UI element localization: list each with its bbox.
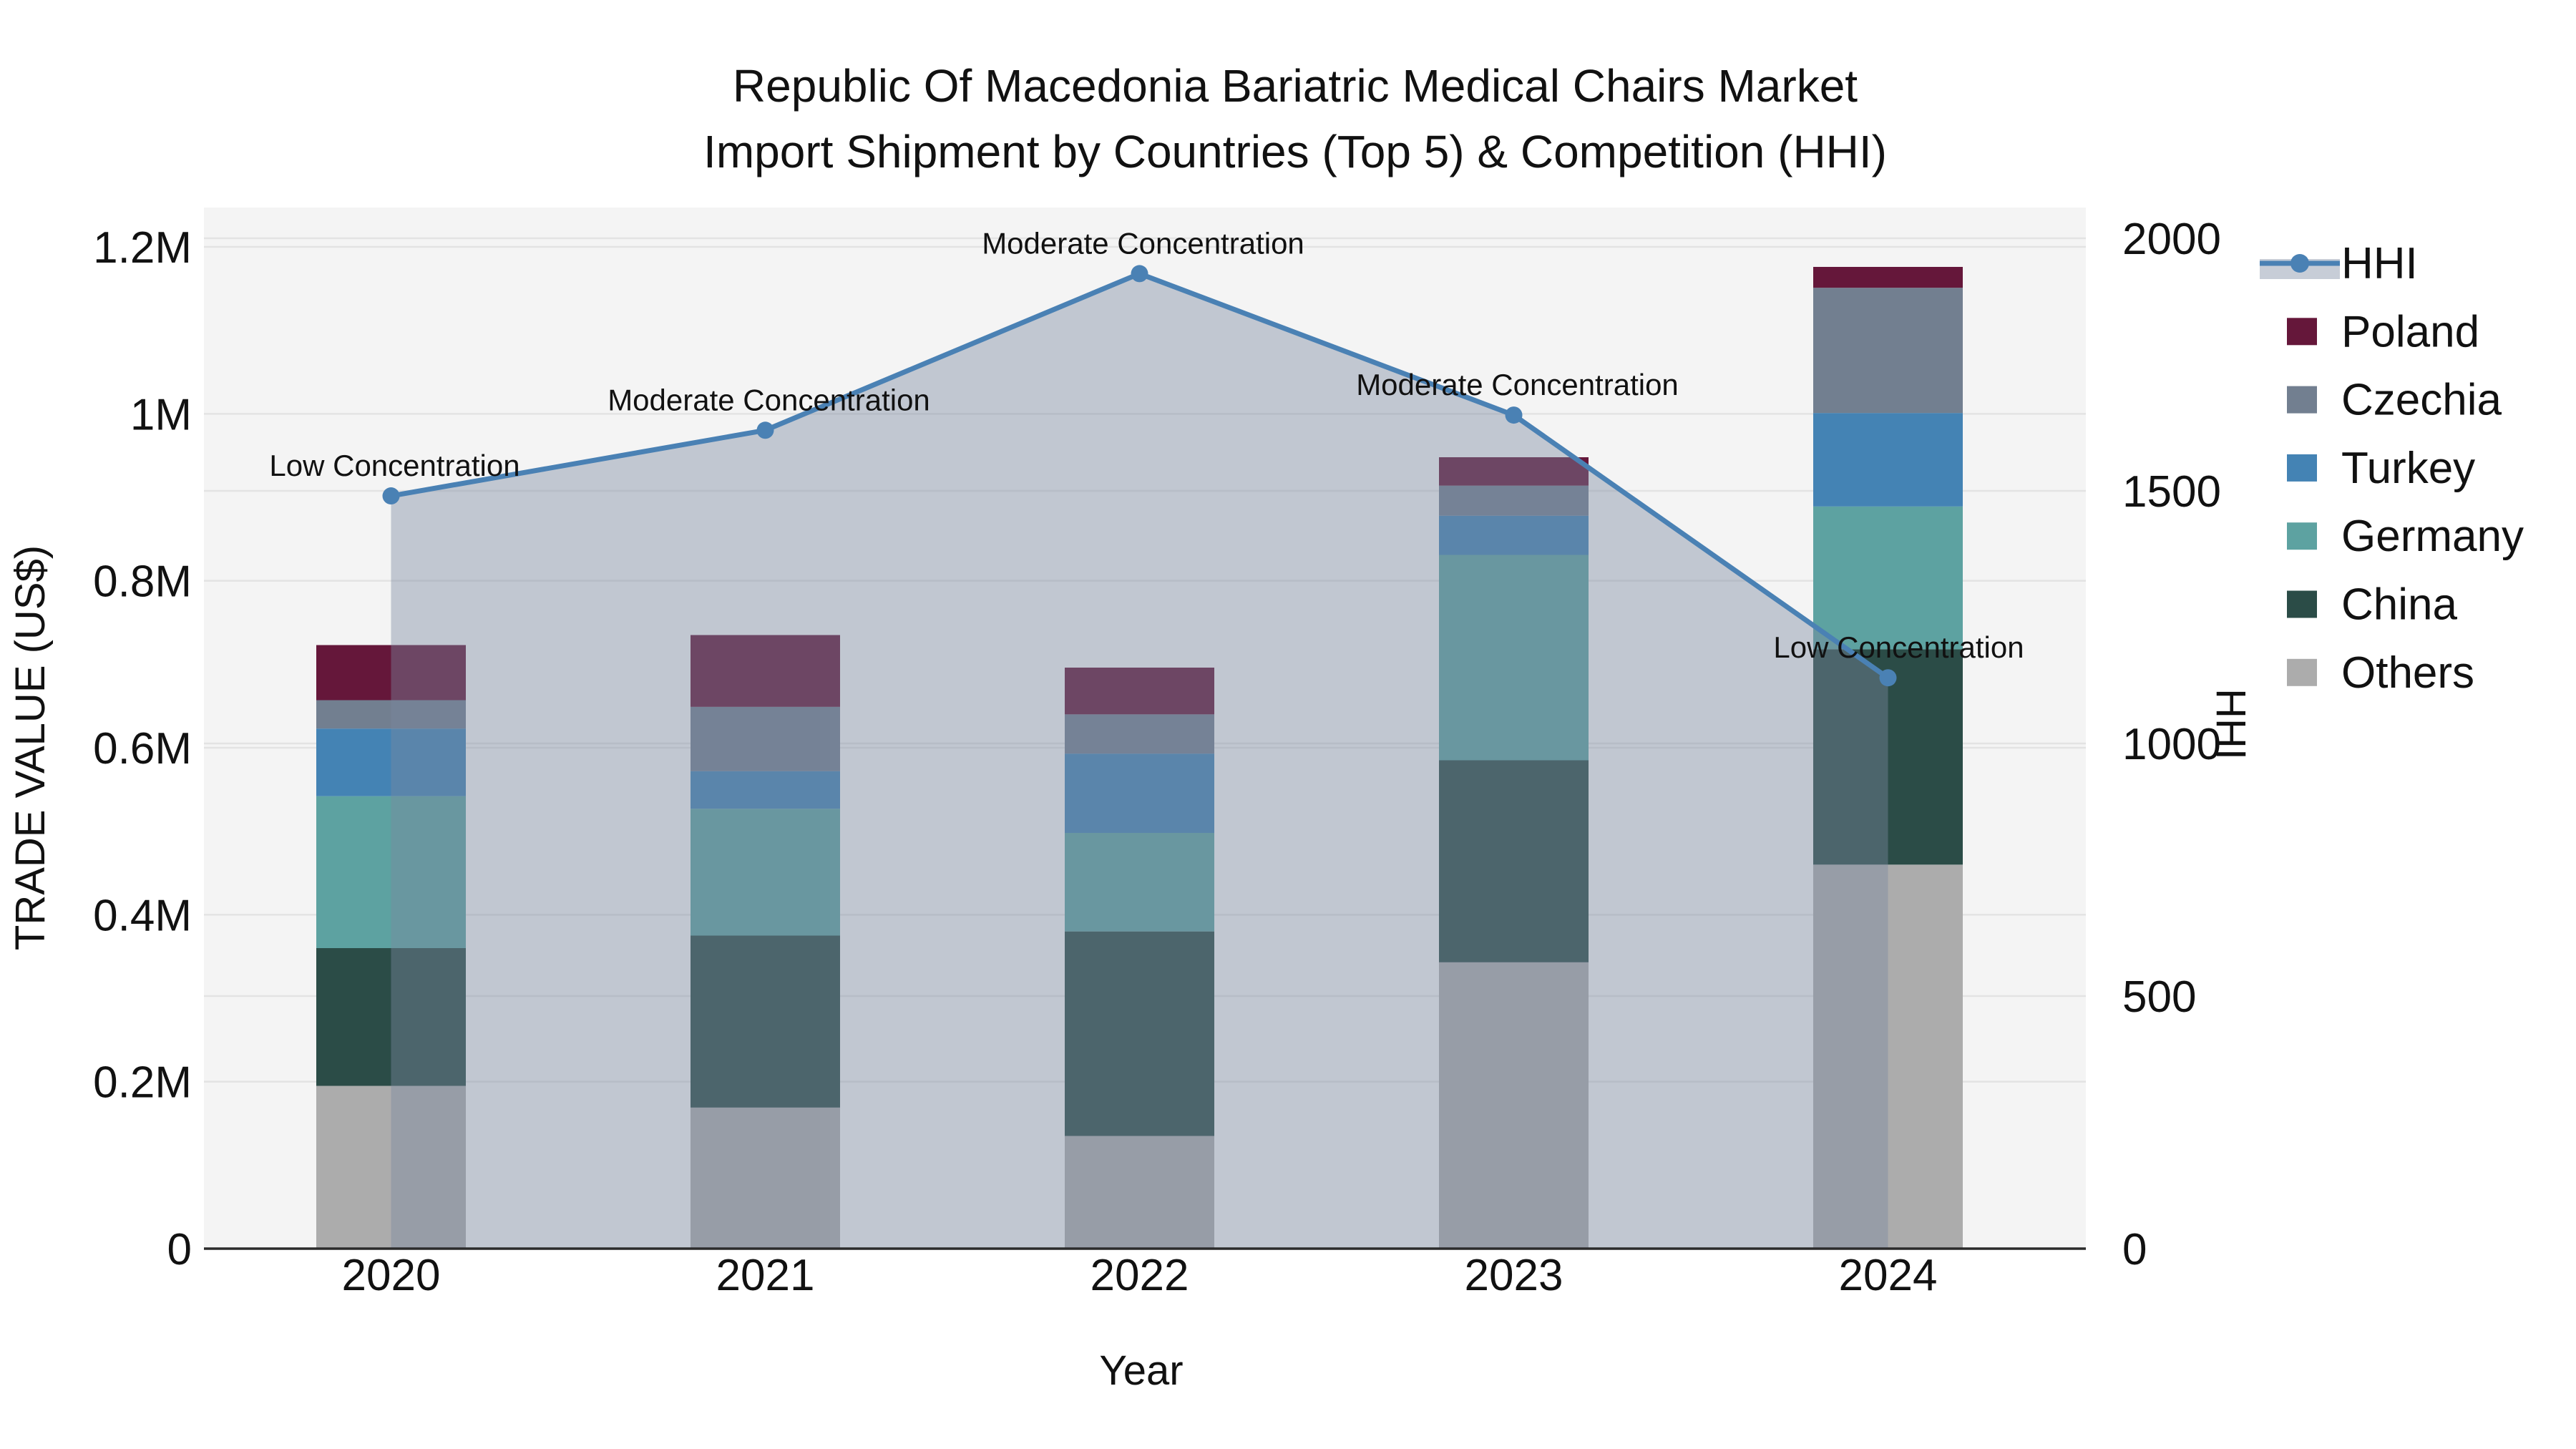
- bar-segment-turkey-2023[interactable]: [1439, 515, 1589, 555]
- annotation-2021: Moderate Concentration: [608, 383, 930, 416]
- annotations: Low Concentration Moderate Concentration M…: [269, 226, 2024, 664]
- legend-swatch-czechia: [2287, 386, 2317, 414]
- legend-item-czechia[interactable]: Czechia: [2287, 376, 2502, 425]
- y-left-tick-0.2M: 0.2M: [93, 1058, 192, 1108]
- hhi-area-path: [391, 273, 1888, 1249]
- bar-segment-others-2024[interactable]: [1813, 864, 1963, 1249]
- hhi-marker-2022[interactable]: [1131, 265, 1148, 283]
- y-left-axis-title: TRADE VALUE (US$): [7, 545, 54, 950]
- bar-segment-germany-2021[interactable]: [691, 809, 840, 936]
- x-tick-2022: 2022: [1091, 1251, 1189, 1300]
- bar-segment-poland-2023[interactable]: [1439, 457, 1589, 486]
- hhi-marker-2024[interactable]: [1879, 669, 1897, 687]
- bar-segment-czechia-2020[interactable]: [316, 700, 466, 729]
- legend-swatch-germany: [2287, 522, 2317, 550]
- chart-title-line1: Republic Of Macedonia Bariatric Medical …: [733, 60, 1858, 112]
- legend: HHI Poland Czechia Turkey Germany China Others: [2260, 239, 2524, 698]
- y-left-tick-0.8M: 0.8M: [93, 557, 192, 607]
- legend-swatch-china: [2287, 590, 2317, 618]
- y-left-tick-1.2M: 1.2M: [93, 223, 192, 273]
- bar-segment-germany-2023[interactable]: [1439, 555, 1589, 761]
- x-tick-2024: 2024: [1839, 1251, 1938, 1300]
- hhi-marker-2023[interactable]: [1505, 406, 1523, 424]
- legend-swatch-turkey: [2287, 454, 2317, 482]
- bar-segment-others-2020[interactable]: [316, 1085, 466, 1249]
- stacked-bars: [316, 267, 1963, 1249]
- legend-label-poland: Poland: [2341, 307, 2479, 356]
- bar-segment-china-2021[interactable]: [691, 935, 840, 1108]
- legend-swatch-others: [2287, 658, 2317, 686]
- bar-segment-germany-2020[interactable]: [316, 796, 466, 948]
- y-left-tick-0.4M: 0.4M: [93, 891, 192, 940]
- bar-segment-others-2021[interactable]: [691, 1107, 840, 1249]
- hhi-marker-2020[interactable]: [382, 487, 400, 505]
- bar-segment-czechia-2024[interactable]: [1813, 288, 1963, 414]
- legend-label-china: China: [2341, 580, 2458, 630]
- annotation-2022: Moderate Concentration: [982, 226, 1304, 260]
- bar-segment-czechia-2023[interactable]: [1439, 485, 1589, 516]
- y-right-tick-2000: 2000: [2122, 215, 2221, 264]
- bar-segment-turkey-2020[interactable]: [316, 728, 466, 796]
- annotation-2024: Low Concentration: [1773, 630, 2024, 664]
- annotation-2020: Low Concentration: [269, 449, 519, 482]
- axes: 0 0.2M 0.4M 0.6M 0.8M 1M 1.2M 0 500 1000 1500 2000 2…: [93, 215, 2221, 1300]
- bar-segment-germany-2024[interactable]: [1813, 506, 1963, 650]
- bar-segment-czechia-2022[interactable]: [1065, 714, 1214, 754]
- y-left-tick-1M: 1M: [130, 390, 192, 439]
- bar-segment-poland-2024[interactable]: [1813, 267, 1963, 288]
- legend-item-hhi[interactable]: HHI: [2260, 239, 2418, 288]
- bar-segment-china-2020[interactable]: [316, 948, 466, 1086]
- legend-item-poland[interactable]: Poland: [2287, 307, 2479, 356]
- y-right-tick-1500: 1500: [2122, 467, 2221, 517]
- hhi-line: [382, 265, 1897, 687]
- legend-hhi-marker: [2290, 254, 2309, 273]
- legend-item-others[interactable]: Others: [2287, 648, 2474, 698]
- bar-segment-china-2023[interactable]: [1439, 760, 1589, 962]
- bar-segment-turkey-2021[interactable]: [691, 771, 840, 809]
- legend-label-hhi: HHI: [2341, 239, 2418, 288]
- legend-item-turkey[interactable]: Turkey: [2287, 444, 2475, 493]
- bar-segment-poland-2021[interactable]: [691, 635, 840, 707]
- x-tick-2020: 2020: [342, 1251, 441, 1300]
- y-left-tick-0: 0: [167, 1225, 192, 1274]
- bar-segment-germany-2022[interactable]: [1065, 833, 1214, 932]
- y-right-tick-500: 500: [2122, 972, 2196, 1022]
- legend-label-czechia: Czechia: [2341, 376, 2502, 425]
- y-left-tick-0.6M: 0.6M: [93, 724, 192, 774]
- y-right-axis-title: HHI: [2207, 688, 2254, 760]
- x-tick-2023: 2023: [1465, 1251, 1563, 1300]
- legend-swatch-poland: [2287, 318, 2317, 346]
- annotation-2023: Moderate Concentration: [1356, 368, 1679, 401]
- y-right-tick-1000: 1000: [2122, 720, 2221, 769]
- bar-segment-poland-2022[interactable]: [1065, 668, 1214, 715]
- bar-segment-china-2022[interactable]: [1065, 931, 1214, 1136]
- bar-segment-turkey-2022[interactable]: [1065, 753, 1214, 833]
- legend-label-germany: Germany: [2341, 512, 2524, 561]
- bar-segment-others-2022[interactable]: [1065, 1136, 1214, 1249]
- legend-label-turkey: Turkey: [2341, 444, 2475, 493]
- y-right-tick-0: 0: [2122, 1225, 2147, 1274]
- legend-item-china[interactable]: China: [2287, 580, 2458, 630]
- bar-segment-czechia-2021[interactable]: [691, 706, 840, 771]
- legend-label-others: Others: [2341, 648, 2474, 698]
- bar-segment-others-2023[interactable]: [1439, 962, 1589, 1249]
- x-tick-2021: 2021: [716, 1251, 815, 1300]
- chart-title-line2: Import Shipment by Countries (Top 5) & C…: [703, 126, 1887, 177]
- bar-segment-poland-2020[interactable]: [316, 645, 466, 701]
- x-axis-title: Year: [1099, 1347, 1183, 1394]
- bar-segment-turkey-2024[interactable]: [1813, 413, 1963, 507]
- hhi-marker-2021[interactable]: [756, 421, 774, 439]
- legend-item-germany[interactable]: Germany: [2287, 512, 2524, 561]
- hhi-area-fill: [391, 273, 1888, 1249]
